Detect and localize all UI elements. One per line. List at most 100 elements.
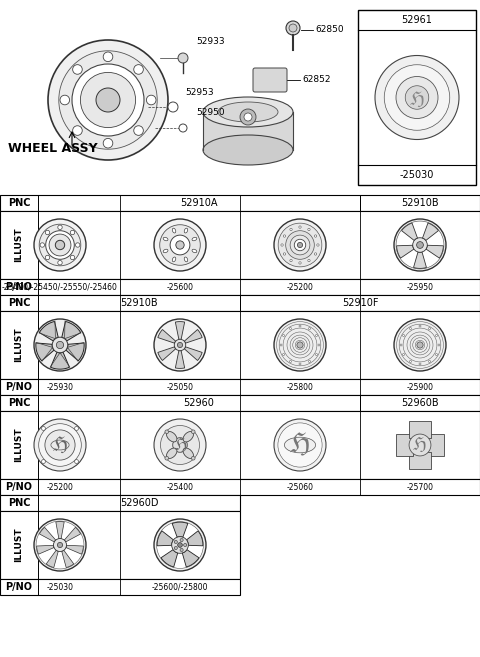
Circle shape: [52, 337, 68, 353]
Circle shape: [281, 244, 283, 246]
Circle shape: [56, 342, 64, 349]
Circle shape: [48, 40, 168, 160]
Circle shape: [192, 457, 195, 460]
Text: -25900: -25900: [407, 382, 433, 392]
Ellipse shape: [184, 228, 188, 233]
Circle shape: [290, 235, 310, 255]
Bar: [358, 10, 476, 185]
Circle shape: [192, 430, 195, 434]
Circle shape: [299, 261, 301, 264]
Ellipse shape: [167, 448, 177, 459]
Circle shape: [178, 543, 182, 547]
Circle shape: [409, 328, 411, 330]
Bar: [0, 411, 480, 479]
Polygon shape: [66, 545, 84, 555]
Polygon shape: [184, 347, 202, 361]
Text: 62852: 62852: [302, 76, 331, 85]
Circle shape: [419, 325, 421, 327]
Circle shape: [298, 242, 302, 248]
Circle shape: [279, 324, 321, 366]
Polygon shape: [184, 330, 202, 343]
Circle shape: [394, 319, 446, 371]
Bar: [0, 479, 480, 495]
Text: -25400: -25400: [167, 482, 193, 491]
Circle shape: [295, 340, 305, 350]
Circle shape: [417, 242, 423, 248]
Circle shape: [72, 64, 144, 136]
Circle shape: [74, 426, 79, 430]
Circle shape: [289, 361, 291, 363]
Bar: [0, 0, 480, 195]
Circle shape: [396, 321, 444, 369]
Text: 52960D: 52960D: [120, 498, 158, 508]
Ellipse shape: [167, 432, 177, 442]
Circle shape: [309, 361, 311, 363]
Ellipse shape: [183, 448, 193, 459]
Text: PNC: PNC: [8, 398, 30, 408]
Polygon shape: [172, 522, 188, 537]
Text: 52953: 52953: [185, 88, 214, 97]
Circle shape: [419, 363, 421, 365]
Text: 52950: 52950: [196, 108, 225, 117]
Circle shape: [58, 225, 62, 229]
Bar: [0, 211, 480, 279]
Circle shape: [308, 260, 310, 261]
Circle shape: [160, 225, 200, 265]
Circle shape: [180, 549, 183, 551]
Circle shape: [403, 353, 405, 355]
Polygon shape: [427, 434, 444, 456]
Text: WHEEL ASSY: WHEEL ASSY: [8, 142, 97, 155]
Circle shape: [178, 53, 188, 63]
Ellipse shape: [184, 257, 188, 261]
Text: -25030: -25030: [400, 170, 434, 180]
Circle shape: [180, 539, 183, 541]
Circle shape: [400, 344, 402, 346]
Circle shape: [174, 339, 186, 351]
Circle shape: [72, 125, 82, 135]
Text: 52910B: 52910B: [120, 298, 158, 308]
Polygon shape: [409, 421, 431, 438]
Ellipse shape: [203, 97, 293, 127]
Circle shape: [399, 324, 441, 366]
Circle shape: [308, 228, 310, 231]
Bar: [0, 511, 240, 579]
Circle shape: [289, 328, 291, 330]
Circle shape: [405, 86, 429, 109]
Circle shape: [160, 426, 200, 464]
Polygon shape: [39, 528, 56, 542]
Circle shape: [45, 256, 50, 260]
Circle shape: [59, 51, 157, 149]
Circle shape: [409, 361, 411, 363]
Text: ILLUST: ILLUST: [14, 528, 24, 562]
Circle shape: [290, 228, 292, 231]
Circle shape: [49, 234, 71, 256]
Polygon shape: [50, 352, 70, 369]
Circle shape: [165, 457, 168, 460]
Bar: [203, 112, 293, 150]
Circle shape: [315, 334, 317, 336]
Circle shape: [283, 235, 286, 237]
Circle shape: [58, 260, 62, 265]
Text: 52961: 52961: [402, 15, 432, 25]
Circle shape: [34, 519, 86, 571]
Circle shape: [173, 438, 187, 452]
Circle shape: [39, 224, 81, 266]
Circle shape: [299, 226, 301, 228]
Bar: [0, 495, 240, 511]
Ellipse shape: [172, 257, 176, 261]
Circle shape: [40, 243, 45, 247]
Circle shape: [290, 260, 292, 261]
Polygon shape: [175, 322, 185, 340]
Circle shape: [174, 541, 177, 543]
Circle shape: [413, 238, 427, 252]
Circle shape: [53, 539, 67, 551]
Circle shape: [240, 109, 256, 125]
Ellipse shape: [163, 237, 168, 240]
Circle shape: [403, 328, 437, 362]
Circle shape: [409, 434, 431, 456]
Text: 52910A: 52910A: [180, 198, 218, 208]
Circle shape: [375, 55, 459, 139]
Circle shape: [410, 335, 430, 355]
Circle shape: [75, 243, 80, 247]
Circle shape: [72, 64, 82, 74]
